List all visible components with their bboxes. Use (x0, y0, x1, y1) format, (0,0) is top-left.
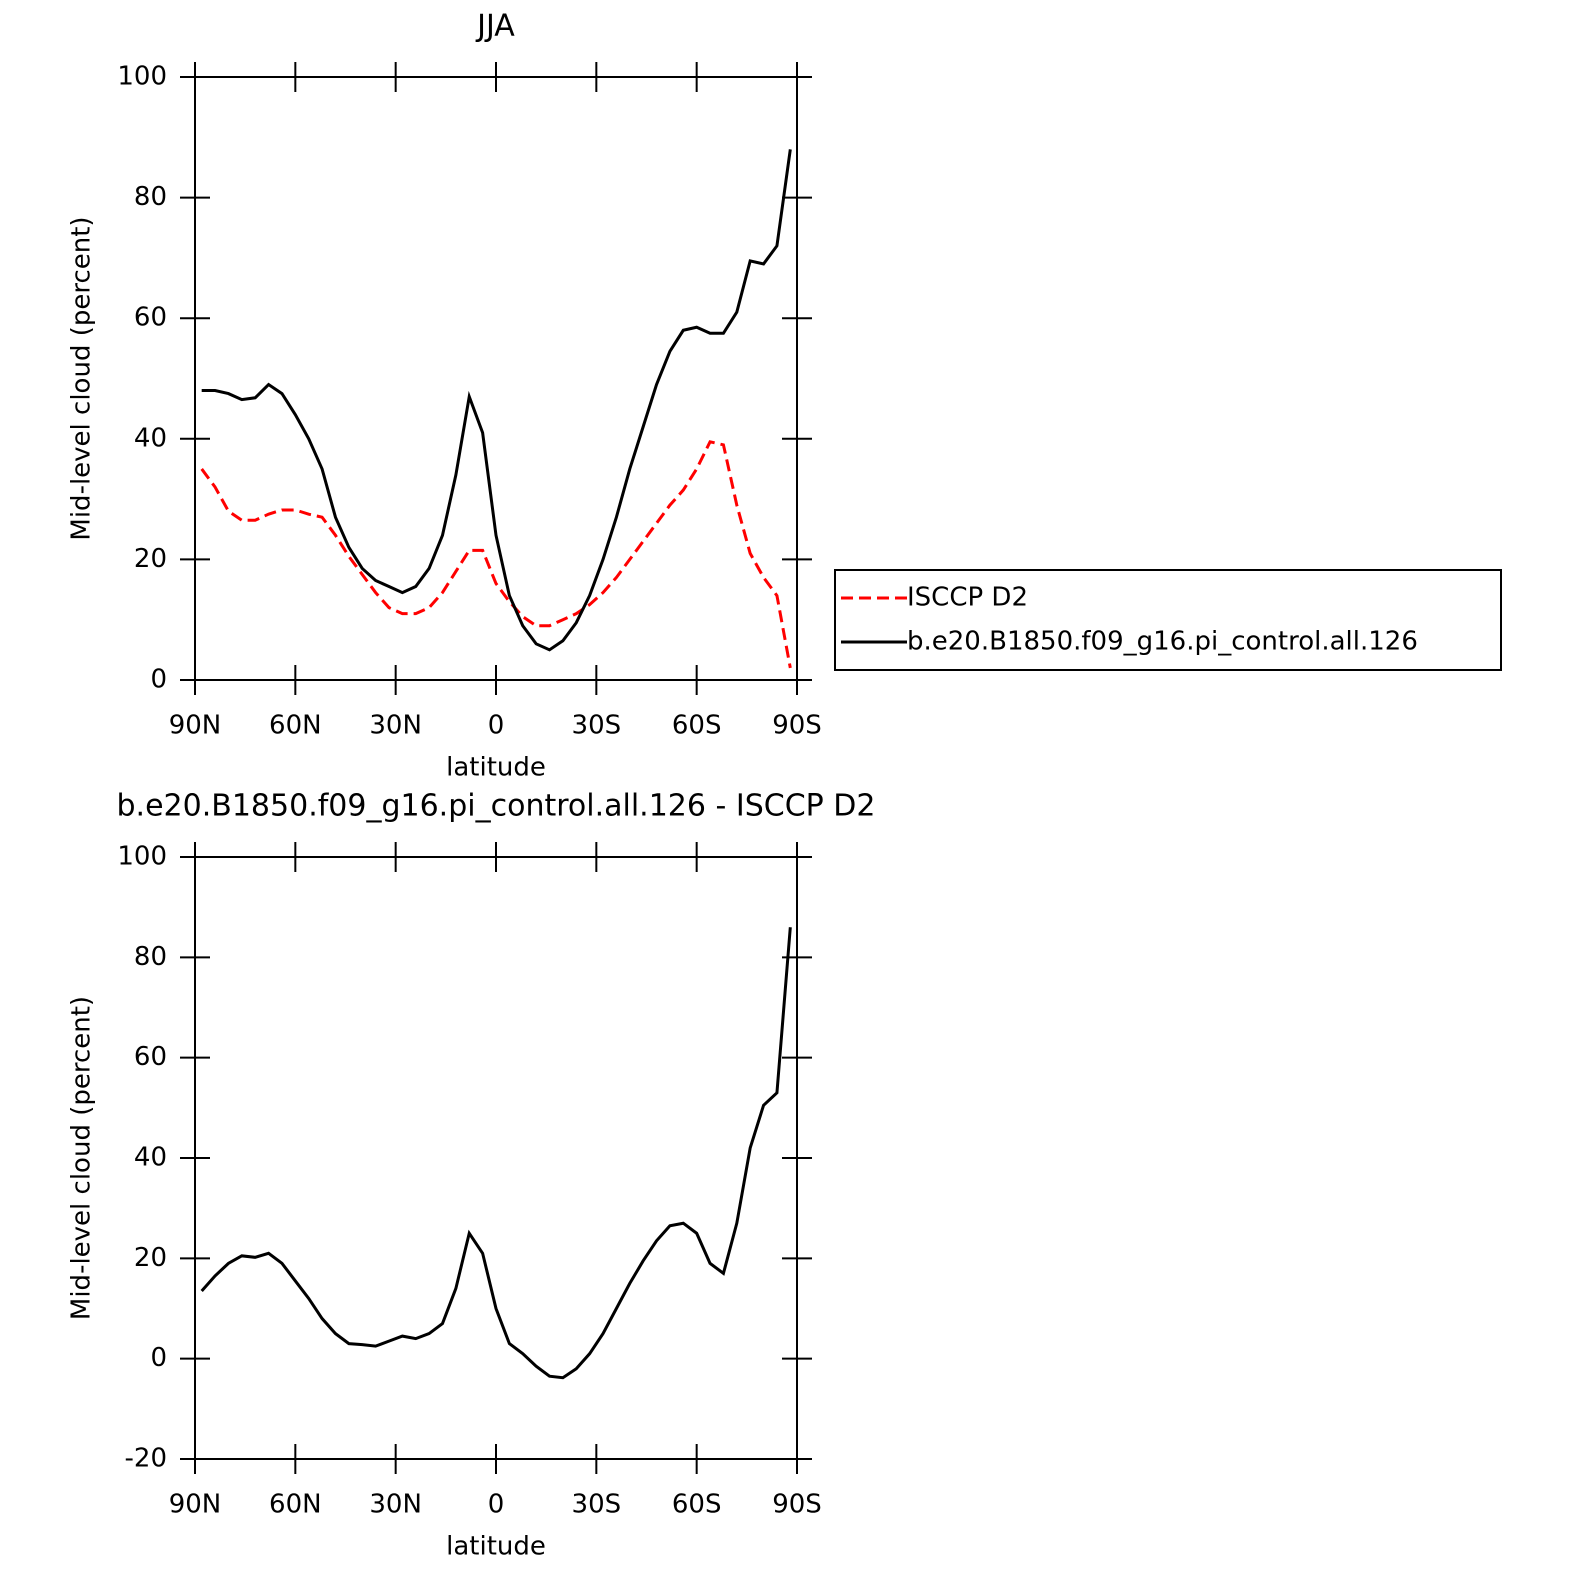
x-tick-label: 60N (269, 1490, 322, 1520)
x-tick-label: 90S (772, 1490, 822, 1520)
y-tick-label: 20 (134, 1243, 167, 1273)
legend-label: b.e20.B1850.f09_g16.pi_control.all.126 (907, 627, 1418, 657)
x-tick-label: 0 (488, 1490, 505, 1520)
x-tick-label: 30N (369, 1490, 422, 1520)
y-tick-label: 60 (134, 303, 167, 333)
x-tick-label: 30S (572, 711, 622, 741)
y-tick-label: 60 (134, 1042, 167, 1072)
x-tick-label: 90N (169, 711, 222, 741)
chart-title: JJA (475, 9, 515, 44)
x-tick-label: 30S (572, 1490, 622, 1520)
plot-frame (194, 856, 798, 1460)
x-axis-label: latitude (446, 753, 546, 783)
x-tick-label: 60S (672, 1490, 722, 1520)
y-tick-label: 80 (134, 182, 167, 212)
plot-frame (194, 76, 798, 681)
x-tick-label: 90N (169, 1490, 222, 1520)
y-tick-label: 40 (134, 423, 167, 453)
y-tick-label: 80 (134, 942, 167, 972)
y-tick-label: -20 (125, 1444, 167, 1474)
legend-box (834, 569, 1502, 671)
y-axis-label: Mid-level cloud (percent) (67, 216, 97, 540)
x-tick-label: 90S (772, 711, 822, 741)
data-line (201, 149, 792, 652)
x-axis-label: latitude (446, 1532, 546, 1562)
x-tick-label: 30N (369, 711, 422, 741)
y-tick-label: 0 (150, 665, 167, 695)
y-axis-label: Mid-level cloud (percent) (67, 996, 97, 1320)
x-tick-label: 60N (269, 711, 322, 741)
data-line (200, 927, 792, 1380)
y-tick-label: 100 (117, 62, 167, 92)
data-line (200, 440, 792, 669)
legend-label: ISCCP D2 (907, 583, 1028, 613)
x-tick-label: 0 (488, 711, 505, 741)
chart-title: b.e20.B1850.f09_g16.pi_control.all.126 -… (117, 789, 876, 824)
y-tick-label: 20 (134, 544, 167, 574)
x-tick-label: 60S (672, 711, 722, 741)
y-tick-label: 100 (117, 842, 167, 872)
y-tick-label: 0 (150, 1343, 167, 1373)
y-tick-label: 40 (134, 1143, 167, 1173)
